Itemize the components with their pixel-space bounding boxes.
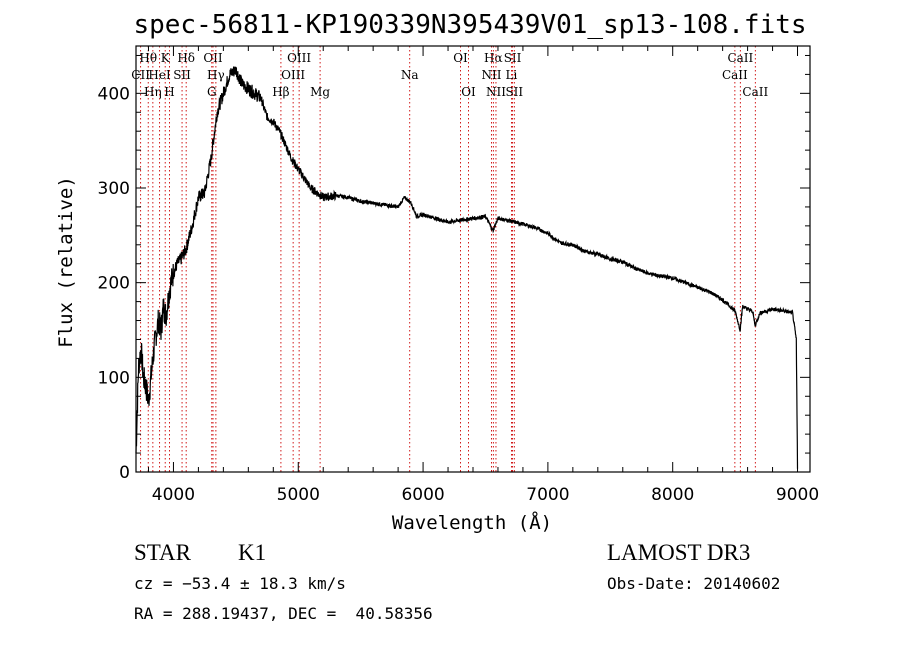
subclass: K1 xyxy=(238,540,267,565)
line-marker-label: K xyxy=(161,51,171,65)
line-marker-label: Mg xyxy=(310,85,330,99)
line-marker-label: CaII xyxy=(722,68,748,82)
spectral-line-markers: Hθ CII Hη HeI K H Hδ SII OII Hγ G Hβ OIII OIII Mg Na OI O… xyxy=(131,46,768,472)
x-axis-label: Wavelength (Å) xyxy=(392,511,552,534)
line-marker-label: SII xyxy=(504,51,522,65)
line-marker-label: Hα xyxy=(484,51,503,65)
line-marker-label: H xyxy=(164,85,174,99)
x-tick-label: 9000 xyxy=(776,485,819,505)
x-axis-ticks: 4000 5000 6000 7000 8000 9000 xyxy=(147,46,819,505)
y-tick-label: 100 xyxy=(98,368,130,388)
y-axis-label: Flux (relative) xyxy=(55,176,77,348)
line-marker-label: NII xyxy=(486,85,506,99)
line-marker-label: NII xyxy=(481,68,501,82)
y-tick-label: 200 xyxy=(98,274,130,294)
x-tick-label: 8000 xyxy=(651,485,694,505)
line-marker-label: SII xyxy=(173,68,191,82)
line-marker-label: OIII xyxy=(281,68,305,82)
line-marker-label: Hη xyxy=(144,85,162,99)
line-marker-label: Hγ xyxy=(207,68,225,82)
y-axis-ticks: 0 100 200 300 400 xyxy=(98,54,810,483)
line-marker-label: SII xyxy=(505,85,523,99)
line-marker-label: Hθ xyxy=(139,51,157,65)
object-type: STAR xyxy=(134,540,191,565)
x-tick-label: 5000 xyxy=(277,485,320,505)
line-marker-label: OIII xyxy=(287,51,311,65)
line-marker-label: OII xyxy=(203,51,223,65)
line-marker-label: CaII xyxy=(727,51,753,65)
plot-frame xyxy=(135,45,811,473)
line-marker-label: G xyxy=(207,85,217,99)
x-tick-label: 4000 xyxy=(152,485,195,505)
line-marker-label: Li xyxy=(506,68,518,82)
observation-date: Obs-Date: 20140602 xyxy=(607,574,781,593)
line-marker-label: Na xyxy=(401,68,419,82)
y-tick-label: 300 xyxy=(98,179,130,199)
line-marker-label: CII xyxy=(131,68,150,82)
line-marker-label: HeI xyxy=(148,68,171,82)
spectrum-line xyxy=(135,66,799,469)
line-marker-label: CaII xyxy=(742,85,768,99)
line-marker-label: OI xyxy=(453,51,468,65)
x-tick-label: 7000 xyxy=(526,485,569,505)
line-marker-label: Hδ xyxy=(177,51,195,65)
chart-title: spec-56811-KP190339N395439V01_sp13-108.f… xyxy=(133,10,806,40)
y-tick-label: 400 xyxy=(98,84,130,104)
y-tick-label: 0 xyxy=(119,463,130,483)
survey-name: LAMOST DR3 xyxy=(607,540,751,565)
coordinates: RA = 288.19437, DEC = 40.58356 xyxy=(134,604,433,623)
redshift-cz: cz = −53.4 ± 18.3 km/s xyxy=(134,574,346,593)
line-marker-label: Hβ xyxy=(272,85,289,99)
x-tick-label: 6000 xyxy=(401,485,444,505)
line-marker-label: OI xyxy=(461,85,476,99)
